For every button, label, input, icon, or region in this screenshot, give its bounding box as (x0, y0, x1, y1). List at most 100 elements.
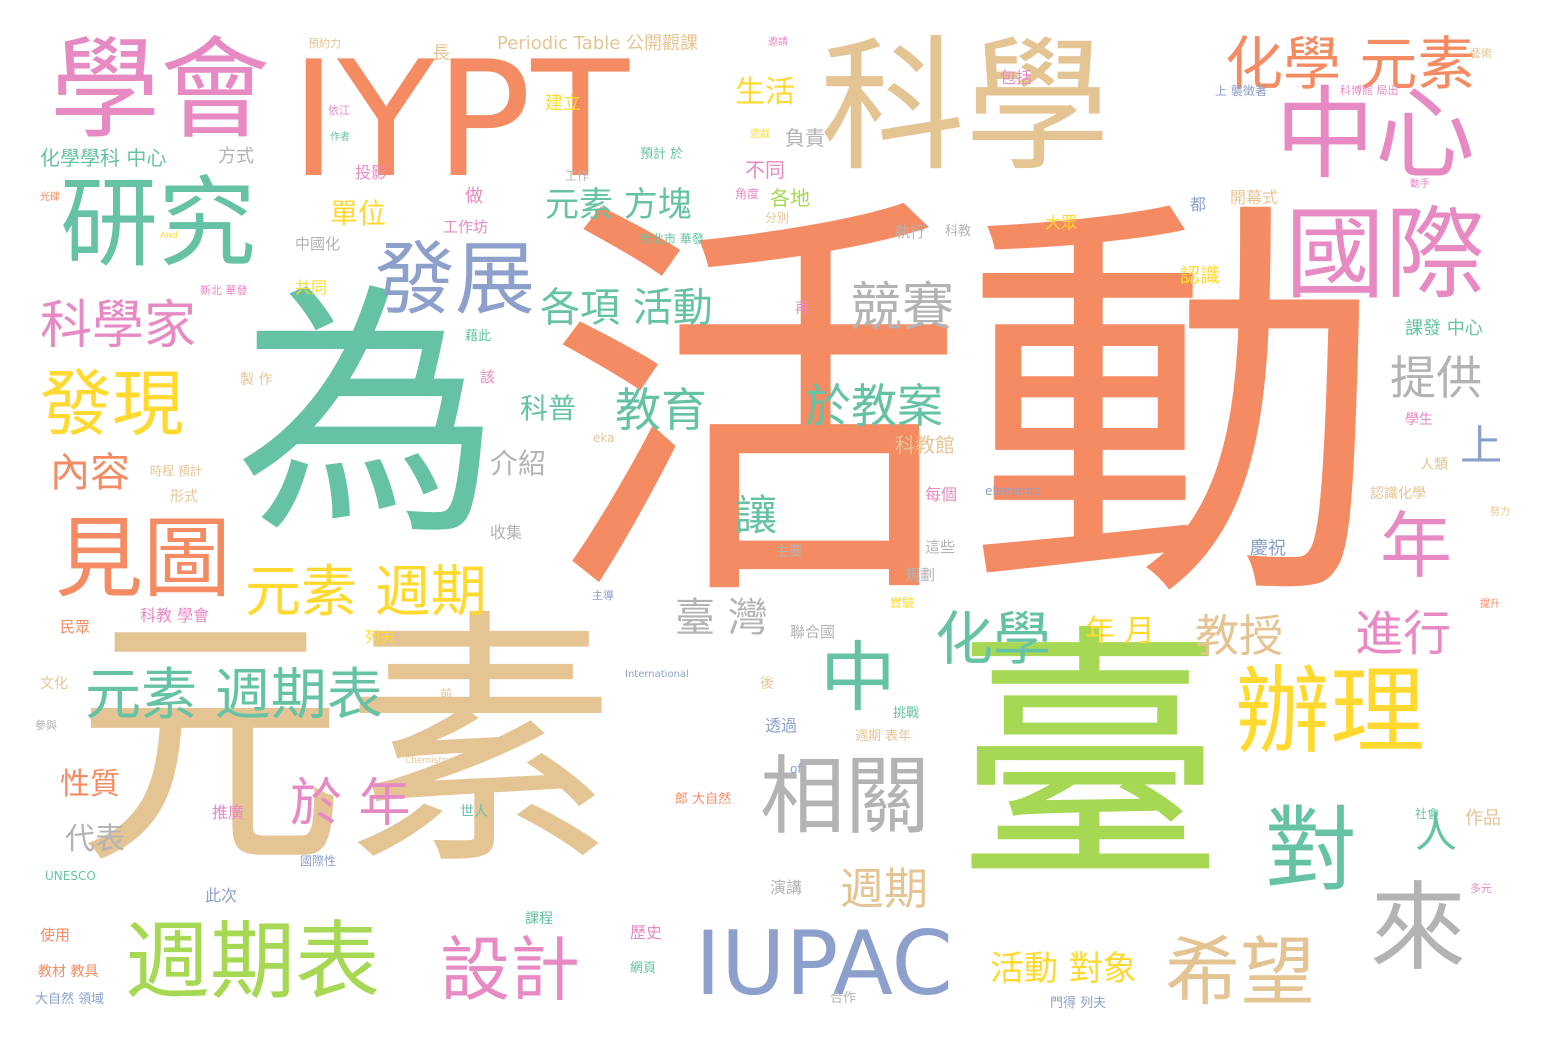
cloud-word: 推廣 (212, 803, 245, 822)
cloud-word: 多元 (1470, 882, 1492, 895)
cloud-word: 提升 (1480, 599, 1500, 610)
cloud-word: 性質 (60, 767, 120, 802)
cloud-word: 學生 (1405, 412, 1433, 428)
cloud-word: 分別 (765, 211, 790, 225)
cloud-word: 文化 (40, 676, 68, 692)
cloud-word: 新北 華發 (200, 284, 248, 297)
cloud-word: 郎 大自然 (675, 792, 732, 807)
cloud-word: 單位 (330, 197, 387, 230)
cloud-word: 此次 (205, 886, 238, 905)
cloud-word: 課程 (525, 911, 553, 927)
cloud-word: 課發 中心 (1405, 318, 1483, 339)
cloud-word: of (790, 762, 802, 776)
cloud-word: 代表 (65, 822, 125, 857)
cloud-word: 歷史 (630, 923, 663, 942)
cloud-word: 人 (1415, 808, 1458, 857)
cloud-word: 國際性 (300, 854, 337, 868)
cloud-word: 化學 (935, 605, 1052, 673)
cloud-word: 不同 (745, 158, 785, 182)
cloud-word: International (625, 669, 689, 680)
cloud-word: 活動 (545, 165, 1385, 654)
cloud-word: 進行 (1355, 606, 1452, 662)
cloud-word: 作品 (1465, 808, 1501, 829)
cloud-word: 依江 (328, 104, 350, 117)
cloud-word: 科教館 (895, 433, 955, 457)
cloud-word: 辦理 (1235, 657, 1426, 767)
cloud-word: 收集 (490, 523, 523, 542)
cloud-word: 中國化 (295, 235, 341, 253)
cloud-word: 於教案 (805, 379, 943, 433)
cloud-word: 科學家 (40, 296, 197, 356)
cloud-word: 元素 方塊 (545, 185, 692, 225)
cloud-word: 週期 (840, 864, 928, 915)
cloud-word: 臺 (955, 602, 1225, 917)
cloud-word: Chemistry (405, 756, 452, 766)
cloud-word: 元素 週期 (245, 560, 487, 625)
cloud-word: eka (593, 431, 615, 445)
cloud-word: 相關 (760, 748, 931, 847)
cloud-word: 負責 (785, 126, 825, 150)
cloud-word: 教育 (615, 383, 707, 437)
cloud-word: 共同 (295, 278, 328, 297)
cloud-word: 挑戰 (893, 706, 920, 721)
cloud-word: 角度 (735, 187, 760, 201)
cloud-word: 認識化學 (1370, 486, 1426, 502)
cloud-word: 設計 (440, 929, 580, 1011)
cloud-word: 週期表 (125, 913, 381, 1012)
cloud-word: 長 (432, 43, 450, 64)
cloud-word: 研究 (60, 167, 257, 281)
cloud-word: 化學 元素 (1225, 30, 1476, 98)
cloud-word: 光碟 (40, 192, 60, 203)
cloud-word: 前 (440, 687, 453, 701)
cloud-word: 後 (760, 676, 774, 692)
cloud-word: 生活 (735, 75, 795, 110)
cloud-word: 認識 (1180, 263, 1220, 287)
cloud-word: 邀請 (768, 37, 788, 48)
cloud-word: 執行 (895, 223, 926, 241)
cloud-word: 時程 預計 (150, 464, 202, 478)
cloud-word: 建立 (545, 93, 581, 114)
cloud-word: 年 (1380, 504, 1453, 588)
cloud-word: 主導 (592, 589, 614, 602)
cloud-word: 工作 (565, 169, 590, 183)
cloud-word: 演講 (770, 878, 803, 897)
cloud-word: 提供 (1390, 351, 1482, 405)
cloud-word: 列夫 (365, 628, 396, 646)
cloud-word: 上 (1460, 421, 1503, 470)
cloud-word: 社會 (1415, 807, 1440, 821)
cloud-word: 主要 (775, 544, 803, 560)
cloud-word: 都 (1190, 195, 1207, 214)
cloud-word: 競賽 (850, 278, 955, 338)
cloud-word: 發現 (40, 362, 185, 446)
cloud-word: 元素 週期表 (85, 663, 383, 728)
cloud-word: 遊戲 (750, 129, 770, 140)
cloud-word: 來 (1370, 872, 1466, 984)
cloud-word: 中心 (1275, 76, 1475, 193)
cloud-word: 介紹 (490, 447, 547, 480)
cloud-word: 對 (1265, 797, 1358, 904)
cloud-word: 各地 (770, 186, 810, 210)
cloud-word: IYPT (290, 26, 630, 213)
cloud-word: 科博館 局出 (1340, 84, 1399, 97)
cloud-word: 見圖 (55, 507, 232, 610)
cloud-word: 世人 (460, 804, 488, 820)
cloud-word: 該 (480, 368, 496, 386)
cloud-word: 預計 於 (640, 147, 684, 162)
cloud-word: 活動 對象 (990, 949, 1137, 989)
cloud-word: 學會 (50, 26, 270, 154)
cloud-word: 於 年 (290, 774, 411, 834)
cloud-word: 科教 學會 (140, 606, 210, 625)
cloud-word: 實驗 (890, 596, 915, 610)
cloud-word: 形式 (170, 489, 198, 505)
cloud-word: 門得 列夫 (1050, 996, 1107, 1011)
cloud-word: 中 (820, 633, 896, 722)
cloud-word: 工作坊 (443, 218, 489, 236)
cloud-word: 元素 (75, 587, 615, 902)
cloud-word: UNESCO (45, 869, 96, 883)
cloud-word: 年 月 (1085, 614, 1155, 649)
cloud-word: 作者 (330, 132, 350, 143)
cloud-word: 這些 (925, 538, 956, 556)
cloud-word: 科教 (945, 224, 972, 239)
cloud-word: 教授 (1195, 611, 1283, 662)
